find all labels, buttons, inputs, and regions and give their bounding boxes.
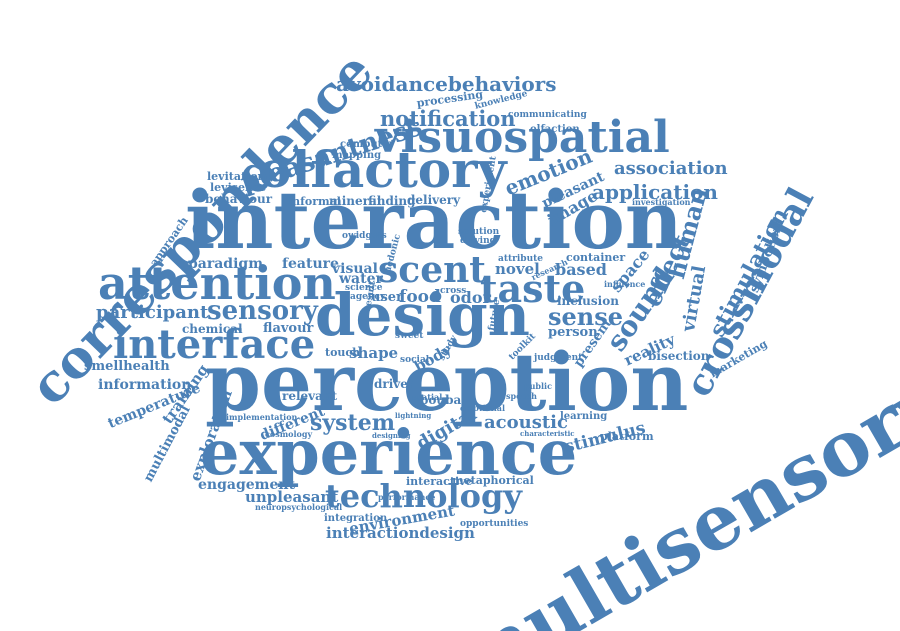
word-cross: cross bbox=[440, 287, 466, 296]
word-bisection: bisection bbox=[648, 350, 709, 362]
word-chemical: chemical bbox=[182, 323, 243, 335]
word-relevant: relevant bbox=[282, 390, 337, 402]
word-delivery: delivery bbox=[407, 194, 460, 206]
word-opportunities: opportunities bbox=[460, 520, 528, 529]
word-inclusion: inclusion bbox=[557, 295, 619, 307]
word-influence: influence bbox=[604, 280, 645, 288]
word-spatial: spatial bbox=[412, 393, 442, 401]
word-feature: feature bbox=[282, 257, 339, 271]
word-emotional: emotional bbox=[460, 404, 505, 412]
word-platform: platform bbox=[600, 431, 654, 442]
word-speech: speech bbox=[506, 392, 537, 400]
word-participant: participant bbox=[96, 304, 208, 322]
word-driver: driver bbox=[374, 378, 414, 390]
word-behaviour: behaviour bbox=[205, 193, 272, 205]
word-olfaction: olfaction bbox=[530, 125, 580, 135]
word-mapping: mapping bbox=[332, 151, 381, 161]
word-food: food bbox=[399, 289, 441, 306]
word-solution: solution bbox=[458, 228, 499, 237]
word-integration: integration bbox=[324, 514, 387, 524]
word-information: information bbox=[98, 378, 191, 392]
word-characteristic: characteristic bbox=[520, 430, 575, 437]
word-driving: driving bbox=[460, 237, 496, 246]
word-communicating: communicating bbox=[508, 111, 587, 120]
word-learning: learning bbox=[560, 412, 607, 422]
word-sweet: sweet bbox=[395, 332, 423, 341]
word-visual: visual bbox=[332, 262, 378, 276]
word-interactive: interactive bbox=[406, 476, 473, 487]
word-container: container bbox=[566, 252, 625, 263]
word-attribute: attribute bbox=[498, 255, 543, 264]
word-paradigm: paradigm bbox=[188, 257, 263, 271]
word-performance: performance bbox=[378, 493, 435, 501]
word-implementation: implementation bbox=[226, 413, 297, 421]
word-neuropsychological: neuropsychological bbox=[255, 503, 342, 511]
word-flavour: flavour bbox=[263, 322, 313, 335]
word-investigation: investigation bbox=[632, 198, 691, 206]
word-touch: touch bbox=[325, 347, 360, 358]
word-computer: computer bbox=[340, 140, 394, 150]
word-judgment: judgment bbox=[534, 354, 582, 363]
word-association: association bbox=[614, 160, 728, 178]
word-social: social bbox=[400, 356, 429, 365]
word-owidgets: owidgets bbox=[342, 232, 387, 241]
word-smellhealth: smellhealth bbox=[84, 360, 170, 373]
word-designing: designing bbox=[372, 432, 411, 439]
word-public: public bbox=[524, 382, 552, 390]
word-cosmology: cosmology bbox=[265, 430, 312, 438]
word-notification: notification bbox=[380, 108, 516, 129]
word-lightning: lightning bbox=[395, 412, 431, 419]
